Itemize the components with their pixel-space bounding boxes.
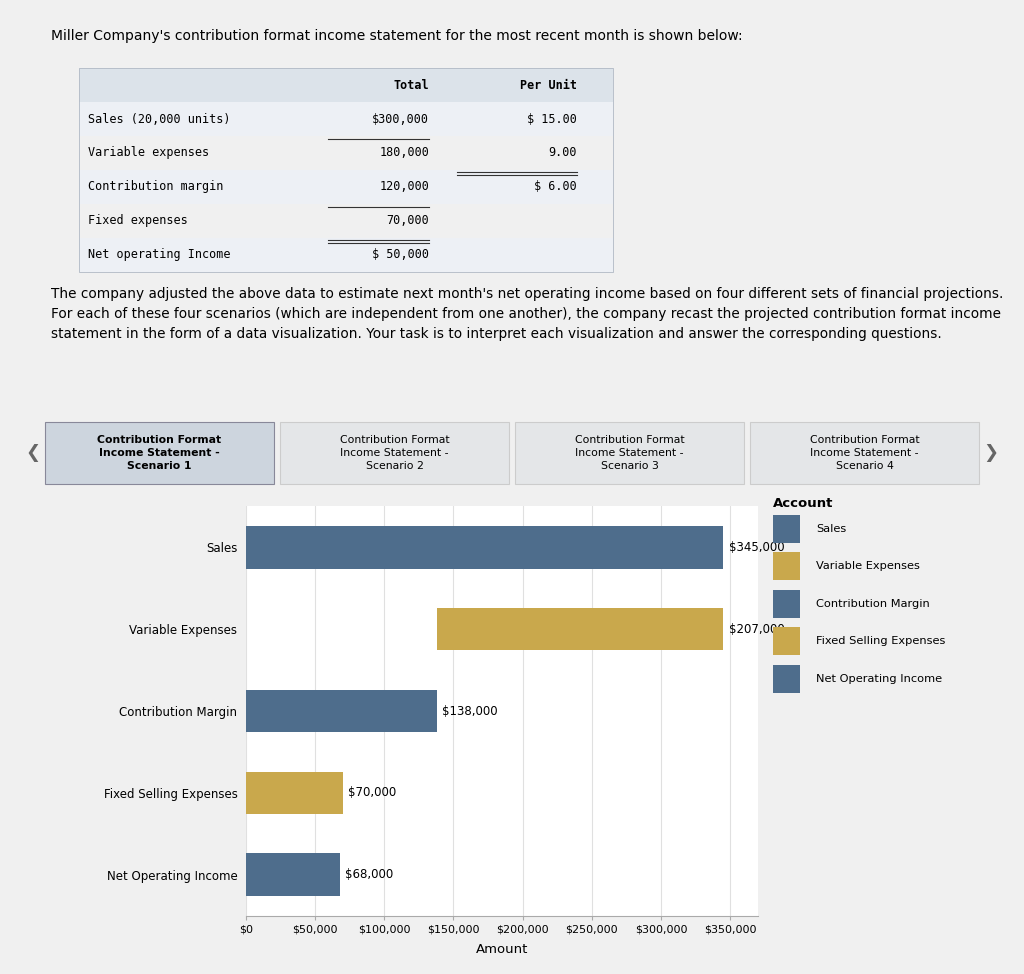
Text: $ 50,000: $ 50,000 xyxy=(372,248,429,261)
Text: ❮: ❮ xyxy=(26,444,40,462)
Bar xyxy=(436,608,723,651)
FancyBboxPatch shape xyxy=(45,422,273,484)
Text: Total: Total xyxy=(393,79,429,92)
Text: $ 15.00: $ 15.00 xyxy=(526,113,577,126)
Text: Contribution Margin: Contribution Margin xyxy=(816,599,930,609)
Bar xyxy=(246,771,343,814)
Text: $68,000: $68,000 xyxy=(345,868,393,881)
Text: Contribution margin: Contribution margin xyxy=(88,180,223,193)
FancyBboxPatch shape xyxy=(773,627,800,656)
Text: ❯: ❯ xyxy=(984,444,998,462)
FancyBboxPatch shape xyxy=(751,422,979,484)
Text: Fixed expenses: Fixed expenses xyxy=(88,214,187,227)
Text: The company adjusted the above data to estimate next month's net operating incom: The company adjusted the above data to e… xyxy=(51,287,1004,341)
Text: 70,000: 70,000 xyxy=(386,214,429,227)
Text: Sales (20,000 units): Sales (20,000 units) xyxy=(88,113,230,126)
FancyBboxPatch shape xyxy=(79,68,613,102)
Bar xyxy=(246,853,340,896)
Text: $ 6.00: $ 6.00 xyxy=(534,180,577,193)
FancyBboxPatch shape xyxy=(773,552,800,581)
Text: 9.00: 9.00 xyxy=(548,146,577,160)
Text: $207,000: $207,000 xyxy=(729,622,784,636)
Text: $345,000: $345,000 xyxy=(729,541,784,554)
Text: Fixed Selling Expenses: Fixed Selling Expenses xyxy=(816,636,945,647)
FancyBboxPatch shape xyxy=(79,238,613,272)
FancyBboxPatch shape xyxy=(773,590,800,618)
Text: Net Operating Income: Net Operating Income xyxy=(816,674,942,684)
Text: Sales: Sales xyxy=(816,524,847,534)
Text: Variable expenses: Variable expenses xyxy=(88,146,209,160)
Text: Contribution Format
Income Statement -
Scenario 2: Contribution Format Income Statement - S… xyxy=(340,435,450,470)
Text: 180,000: 180,000 xyxy=(379,146,429,160)
Text: Account: Account xyxy=(773,497,834,509)
X-axis label: Amount: Amount xyxy=(475,943,528,955)
FancyBboxPatch shape xyxy=(515,422,743,484)
FancyBboxPatch shape xyxy=(773,515,800,543)
FancyBboxPatch shape xyxy=(773,665,800,693)
Text: $70,000: $70,000 xyxy=(348,786,396,800)
FancyBboxPatch shape xyxy=(79,169,613,204)
Text: $300,000: $300,000 xyxy=(372,113,429,126)
Text: $138,000: $138,000 xyxy=(442,704,498,718)
Text: Miller Company's contribution format income statement for the most recent month : Miller Company's contribution format inc… xyxy=(51,29,742,43)
FancyBboxPatch shape xyxy=(281,422,509,484)
Text: Contribution Format
Income Statement -
Scenario 4: Contribution Format Income Statement - S… xyxy=(810,435,920,470)
Text: Per Unit: Per Unit xyxy=(519,79,577,92)
Text: Contribution Format
Income Statement -
Scenario 3: Contribution Format Income Statement - S… xyxy=(574,435,684,470)
Text: Net operating Income: Net operating Income xyxy=(88,248,230,261)
Bar xyxy=(246,690,436,732)
Bar xyxy=(246,526,723,569)
Text: 120,000: 120,000 xyxy=(379,180,429,193)
Text: Variable Expenses: Variable Expenses xyxy=(816,561,920,572)
Text: Contribution Format
Income Statement -
Scenario 1: Contribution Format Income Statement - S… xyxy=(97,435,221,470)
FancyBboxPatch shape xyxy=(79,102,613,136)
